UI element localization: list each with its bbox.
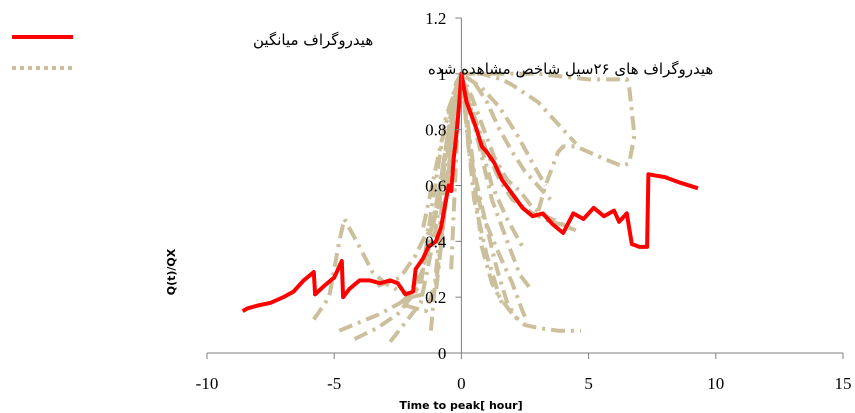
x-axis-title: Time to peak[ hour] [399,399,522,412]
observed-hydrograph-line-7 [353,71,552,341]
observed-hydrograph-line-9 [461,71,637,214]
x-tick-label: 15 [835,374,852,393]
tick-labels: -10 -5 0 5 10 15 0 0.2 0.4 0.6 0.8 1 1.2 [196,9,852,393]
x-tick-label: 10 [707,374,724,393]
x-tick-label: 5 [584,374,593,393]
y-tick-label: 0 [438,344,447,363]
y-tick-label: 1 [438,65,447,84]
y-axis-title: Q(t)/QX [165,248,178,295]
y-tick-label: 0.6 [425,177,446,196]
y-tick-label: 0.8 [425,121,446,140]
axes [206,17,844,359]
observed-hydrograph-line-5 [428,71,581,333]
observed-hydrograph-line-10 [439,71,548,242]
legend-label-observed: هیدروگراف های ۲۶سیل شاخص مشاهده شده [428,60,713,78]
legend: هیدروگراف میانگین هیدروگراف های ۲۶سیل شا… [12,31,713,78]
y-tick-label: 0.2 [425,288,446,307]
series-lines [241,71,699,344]
x-tick-label: -5 [327,374,341,393]
x-tick-label: 0 [457,374,466,393]
legend-label-average: هیدروگراف میانگین [253,31,373,49]
y-tick-label: 1.2 [425,9,446,28]
x-tick-label: -10 [196,374,219,393]
observed-hydrograph-line-1 [312,217,412,321]
observed-hydrograph-line-8 [410,71,578,300]
average-hydrograph-line [241,71,699,313]
observed-hydrograph-line-13 [404,71,504,314]
y-tick-label: 0.4 [425,232,447,251]
observed-hydrograph-line-2 [376,71,577,288]
observed-hydrograph-line-3 [388,71,535,344]
